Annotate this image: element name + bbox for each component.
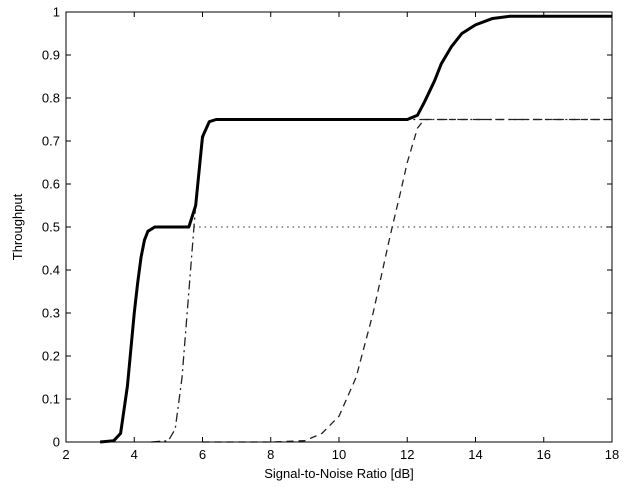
- series-line-dotted-0: [100, 226, 612, 443]
- x-tick-label: 10: [332, 447, 346, 462]
- x-tick-label: 18: [605, 447, 619, 462]
- x-tick-label: 14: [468, 447, 482, 462]
- y-tick-label: 0.5: [42, 220, 60, 235]
- y-tick-label: 0: [53, 435, 60, 450]
- y-tick-label: 1: [53, 5, 60, 20]
- x-tick-label: 12: [400, 447, 414, 462]
- y-axis-label: Throughput: [10, 193, 25, 260]
- y-tick-label: 0.2: [42, 349, 60, 364]
- y-tick-label: 0.8: [42, 91, 60, 106]
- tick-labels-layer: 2 4 6 8 10 12 14 16 18 0 0.1 0.2 0.3 0.4 0.5 0.6 0.7 0.8 0…: [42, 5, 619, 463]
- ticks-layer: [65, 11, 613, 443]
- x-tick-label: 2: [62, 447, 69, 462]
- y-tick-label: 0.7: [42, 134, 60, 149]
- y-tick-label: 0.1: [42, 392, 60, 407]
- series-layer: [99, 14, 612, 444]
- series-line-solid-3: [99, 14, 612, 444]
- x-tick-label: 4: [131, 447, 138, 462]
- y-tick-label: 0.9: [42, 48, 60, 63]
- x-tick-label: 8: [267, 447, 274, 462]
- x-tick-label: 16: [537, 447, 551, 462]
- series-line-dashdot-1: [151, 118, 612, 443]
- y-tick-label: 0.6: [42, 177, 60, 192]
- x-tick-label: 6: [199, 447, 206, 462]
- x-axis-label: Signal-to-Noise Ratio [dB]: [264, 466, 414, 481]
- series-line-dashed-2: [202, 118, 612, 443]
- y-tick-label: 0.4: [42, 263, 60, 278]
- y-tick-label: 0.3: [42, 306, 60, 321]
